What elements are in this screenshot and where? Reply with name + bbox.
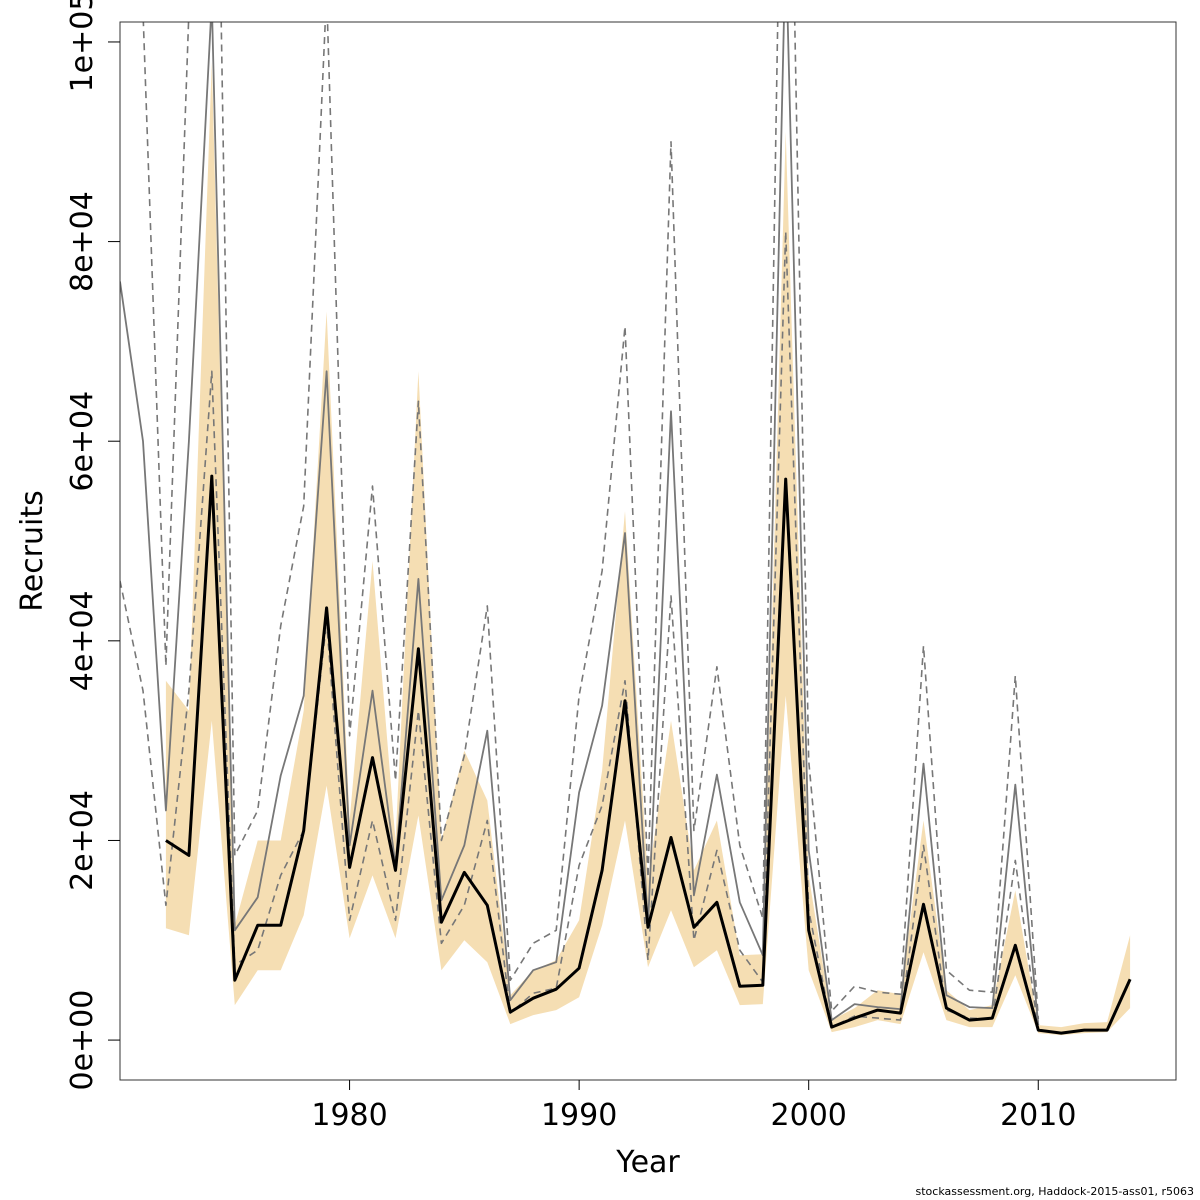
y-tick-label: 6e+04 <box>65 391 100 492</box>
series-previous-lower-line <box>142 22 1040 1020</box>
series-estimate-line <box>165 474 1132 1035</box>
y-tick-label: 0e+00 <box>65 990 100 1091</box>
x-tick-label: 1990 <box>541 1098 617 1133</box>
confidence-band <box>165 61 1131 1036</box>
x-tick-label: 1980 <box>311 1098 387 1133</box>
plot-frame <box>119 21 1177 1081</box>
y-tick-label: 1e+05 <box>65 0 100 92</box>
plot-area <box>120 22 1132 1036</box>
y-tick-label: 2e+04 <box>65 790 100 891</box>
y-axis-title: Recruits <box>15 490 50 612</box>
footer-credit: stockassessment.org, Haddock-2015-ass01,… <box>916 1185 1195 1198</box>
series-previous-line <box>120 22 1040 1026</box>
series-previous-upper-line <box>120 230 1040 1031</box>
x-tick-label: 2010 <box>1000 1098 1076 1133</box>
y-tick-label: 8e+04 <box>65 191 100 292</box>
x-axis-title: Year <box>615 1145 680 1180</box>
axes: 1980 1990 2000 2010 0e+00 2e+04 4e+04 6e+04 8e+0… <box>65 0 1076 1133</box>
y-tick-label: 4e+04 <box>65 590 100 691</box>
x-tick-label: 2000 <box>771 1098 847 1133</box>
